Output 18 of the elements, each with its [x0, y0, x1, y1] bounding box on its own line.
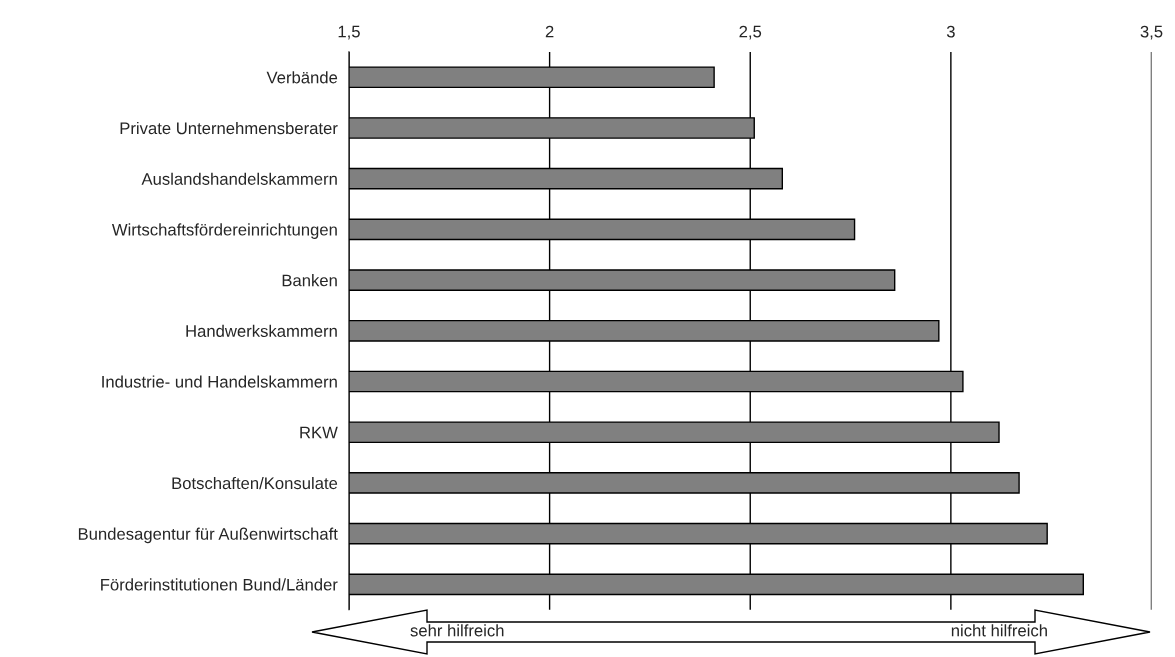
x-tick-label: 2,5 [739, 25, 762, 40]
y-tick-label: Förderinstitutionen Bund/Länder [101, 578, 338, 591]
y-tick-label: Handwerkskammern [186, 324, 337, 337]
text: nicht hilfreich [951, 624, 1047, 637]
y-tick-label: Botschaften/Konsulate [172, 476, 338, 490]
y-tick-label: Bundesagentur für Außenwirtschaft [78, 527, 338, 544]
x-tick-label: 3,5 [1140, 25, 1163, 40]
y-tick-label: Industrie- und Handelskammern [102, 375, 337, 388]
y-tick-label: Verbände [266, 71, 338, 84]
x-tick-label: 3 [946, 25, 955, 38]
y-tick-label: Private Unternehmensberater [120, 121, 338, 135]
x-tick-label: 2 [545, 25, 554, 38]
y-tick-label: RKW [300, 426, 338, 439]
y-tick-label: Banken [282, 274, 337, 287]
y-tick-label: Auslandshandelskammern [141, 172, 337, 185]
text: sehr hilfreich [410, 624, 504, 637]
x-tick-label: 1,5 [338, 25, 360, 40]
y-tick-label: Wirtschaftsfördereinrichtungen [111, 223, 337, 239]
